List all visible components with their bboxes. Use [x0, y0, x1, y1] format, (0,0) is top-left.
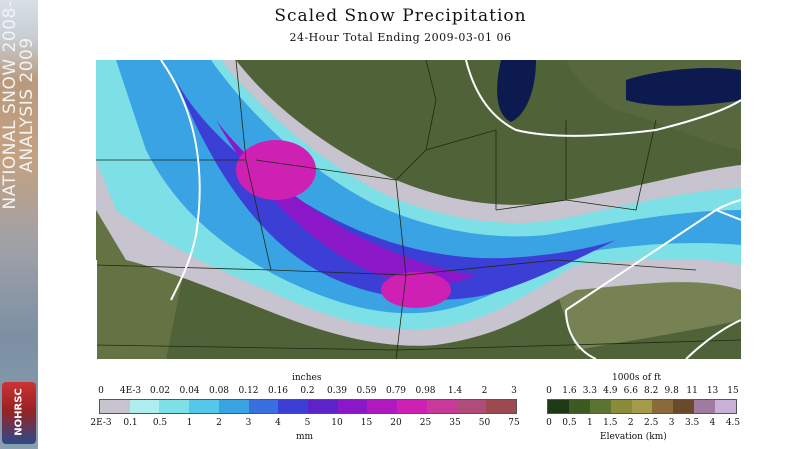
elev-legend-swatch	[652, 400, 674, 413]
precip-legend-swatch	[397, 400, 427, 413]
precip-legend-swatch	[367, 400, 398, 413]
precip-legend-tick-top: 0.16	[267, 386, 289, 396]
precip-legend-tick-top: 0	[98, 386, 104, 396]
nohrsc-logo-text: NOHRSC	[13, 388, 25, 436]
page-title: Scaled Snow Precipitation	[274, 6, 527, 26]
precip-legend-swatch	[159, 400, 190, 413]
precip-legend-swatch	[426, 400, 457, 413]
region-outlines	[96, 60, 741, 359]
snow-band-very-heavy	[216, 120, 476, 286]
precip-legend-swatch	[308, 400, 338, 413]
elev-legend-tick-top: 15	[727, 386, 739, 396]
precip-legend-tick-bottom: 25	[419, 418, 432, 428]
precip-legend-swatch	[486, 400, 517, 413]
precip-legend-tick-bottom: 3	[245, 418, 252, 428]
state-boundaries	[96, 60, 741, 359]
snow-precip-map	[96, 60, 741, 359]
precip-legend-tick-bottom: 5	[304, 418, 311, 428]
elev-legend-tick-bottom: 2.5	[644, 418, 659, 428]
precip-legend-tick-top: 0.02	[149, 386, 171, 396]
elev-legend-top-unit: 1000s of ft	[612, 373, 661, 383]
elev-legend-tick-bottom: 1	[587, 418, 593, 428]
elev-legend-bottom-unit: Elevation (km)	[600, 432, 667, 442]
elev-legend-swatch	[589, 400, 611, 413]
elev-legend-swatch	[568, 400, 590, 413]
precip-legend-tick-top: 0.12	[238, 386, 259, 396]
precip-legend-tick-top: 0.98	[415, 386, 436, 396]
elev-legend-tick-top: 6.6	[623, 386, 638, 396]
elev-legend-tick-bottom: 0.5	[562, 418, 577, 428]
precip-legend-tick-top: 4E-3	[119, 386, 142, 396]
snow-max-north	[236, 140, 316, 200]
precip-legend-tick-top: 0.08	[208, 386, 230, 396]
elev-legend-swatch	[715, 400, 737, 413]
elev-legend-tick-bottom: 4.5	[725, 418, 741, 428]
elev-legend-tick-top: 13	[706, 386, 719, 396]
precip-legend-tick-bottom: 50	[478, 418, 491, 428]
elev-legend-tick-top: 11	[686, 386, 698, 396]
precip-legend-tick-bottom: 0.1	[123, 418, 138, 428]
precip-legend-tick-bottom: 4	[275, 418, 281, 428]
elev-legend-swatch	[673, 400, 695, 413]
precip-legend-tick-bottom: 15	[360, 418, 373, 428]
elev-legend-tick-bottom: 4	[709, 418, 716, 428]
elev-legend-tick-top: 9.8	[664, 386, 679, 396]
precip-legend-tick-bottom: 0.5	[152, 418, 168, 428]
precip-legend-swatch	[337, 400, 368, 413]
precip-legend-swatch	[456, 400, 487, 413]
elev-legend-tick-bottom: 3	[668, 418, 675, 428]
lake-michigan	[497, 60, 536, 122]
elev-color-bar	[547, 399, 737, 414]
elev-legend-tick-top: 0	[546, 386, 552, 396]
precip-legend-top-unit: inches	[292, 373, 322, 383]
elev-legend-tick-top: 4.9	[603, 386, 618, 396]
precip-legend-tick-bottom: 2E-3	[90, 418, 112, 428]
elev-legend-swatch	[694, 400, 716, 413]
precip-legend-swatch	[189, 400, 219, 413]
precip-legend-tick-bottom: 20	[390, 418, 402, 428]
precip-legend-tick-top: 0.04	[179, 386, 200, 396]
precip-legend-tick-bottom: 75	[508, 418, 520, 428]
precip-legend-swatch	[248, 400, 279, 413]
precip-legend-tick-bottom: 10	[331, 418, 343, 428]
precip-legend-tick-top: 0.59	[356, 386, 377, 396]
snow-band-heavy	[176, 80, 616, 300]
elev-legend-tick-top: 3.3	[582, 386, 598, 396]
precip-color-bar	[99, 399, 517, 414]
precip-legend-swatch	[278, 400, 309, 413]
elev-legend-tick-bottom: 1.5	[603, 418, 618, 428]
elev-legend-swatch	[631, 400, 653, 413]
precip-legend-tick-bottom: 35	[449, 418, 461, 428]
precip-legend-tick-top: 0.39	[326, 386, 348, 396]
nohrsc-logo: NOHRSC	[2, 382, 36, 444]
precip-legend-swatch	[129, 400, 160, 413]
precip-legend-bottom-unit: mm	[296, 432, 314, 442]
precip-legend-tick-top: 2	[481, 386, 488, 396]
map-canvas	[96, 60, 741, 359]
elev-legend-tick-top: 8.2	[644, 386, 659, 396]
elev-legend-swatch	[610, 400, 632, 413]
precip-legend-swatch	[100, 400, 130, 413]
page-subtitle: 24-Hour Total Ending 2009-03-01 06	[289, 31, 512, 44]
elev-legend-swatch	[548, 400, 569, 413]
precip-legend-tick-top: 0.2	[300, 386, 315, 396]
precip-legend-tick-top: 0.79	[385, 386, 407, 396]
precip-legend-tick-bottom: 1	[186, 418, 193, 428]
elev-legend-tick-bottom: 0	[546, 418, 552, 428]
precip-legend-swatch	[218, 400, 249, 413]
sidebar-banner: NATIONAL SNOW 2008- ANALYSIS 2009 NOHRSC	[0, 0, 38, 449]
elev-legend-tick-top: 1.6	[562, 386, 577, 396]
lake-erie	[626, 68, 741, 106]
snow-max-south	[381, 272, 451, 308]
elev-legend-tick-bottom: 3.5	[684, 418, 700, 428]
precip-legend-tick-top: 1.4	[447, 386, 463, 396]
precip-legend-tick-bottom: 2	[216, 418, 222, 428]
precip-legend-tick-top: 3	[511, 386, 517, 396]
elev-legend-tick-bottom: 2	[627, 418, 634, 428]
